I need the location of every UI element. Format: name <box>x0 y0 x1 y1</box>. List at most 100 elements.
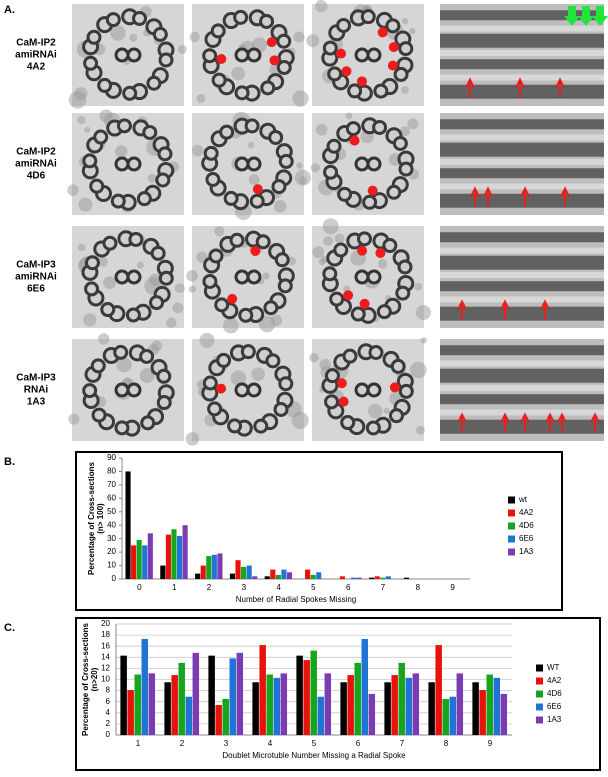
red-arrow <box>590 412 600 433</box>
central-pair <box>126 382 142 398</box>
bar <box>134 674 141 735</box>
y-axis-label: (n> 100) <box>96 503 105 534</box>
bar <box>324 673 332 735</box>
doublet <box>388 408 404 424</box>
doublet <box>211 72 227 88</box>
texture <box>248 174 260 185</box>
bar <box>236 652 244 735</box>
bar <box>310 574 316 579</box>
doublet <box>202 273 218 289</box>
central-pair <box>126 156 142 172</box>
y-tick-label: 90 <box>107 453 116 462</box>
texture <box>114 145 128 158</box>
doublet <box>150 245 166 261</box>
doublet <box>360 9 376 25</box>
doublet <box>324 394 340 410</box>
y-tick-label: 50 <box>107 507 116 516</box>
bar <box>136 540 142 579</box>
doublet <box>234 85 250 101</box>
red-arrow <box>515 77 525 98</box>
legend-label: WT <box>547 663 560 672</box>
y-tick-label: 16 <box>101 641 110 650</box>
row-label: CaM-IP2 <box>16 147 56 158</box>
bar <box>176 535 183 579</box>
red-marker <box>357 245 368 256</box>
red-marker <box>367 185 378 196</box>
doublet <box>140 415 156 431</box>
doublet <box>277 278 293 294</box>
doublet <box>93 129 109 145</box>
texture <box>410 361 427 379</box>
doublet <box>136 191 152 207</box>
doublet <box>102 235 118 251</box>
doublet <box>84 255 100 271</box>
texture <box>186 269 198 282</box>
panel-label: A. <box>4 4 15 16</box>
red-arrow <box>457 412 467 433</box>
red-marker <box>216 54 227 65</box>
legend-label: 4D6 <box>547 689 562 698</box>
bar <box>479 690 486 735</box>
texture <box>110 25 126 41</box>
central-pair <box>234 382 250 398</box>
bar <box>339 576 345 579</box>
y-tick-label: 20 <box>107 547 116 556</box>
red-marker <box>227 293 238 304</box>
texture <box>166 317 177 328</box>
central-pair <box>354 156 370 172</box>
doublet <box>100 302 116 318</box>
bar <box>192 652 200 735</box>
doublet <box>146 75 162 91</box>
texture <box>377 259 388 269</box>
bar <box>316 572 322 579</box>
red-arrow <box>520 412 530 433</box>
central-pair <box>354 382 370 398</box>
row-label: CaM-IP3 <box>16 260 56 271</box>
bar <box>200 565 206 579</box>
central-pair <box>114 269 130 285</box>
red-arrow <box>500 299 510 320</box>
bar <box>141 638 148 735</box>
doublet <box>132 10 148 26</box>
doublet <box>385 18 401 34</box>
legend-label: wt <box>518 495 528 504</box>
texture <box>258 315 276 333</box>
doublet <box>376 304 392 320</box>
doublet <box>114 420 130 436</box>
bar <box>185 696 192 735</box>
doublet <box>223 190 239 206</box>
bar <box>361 638 368 735</box>
doublet <box>249 193 265 209</box>
x-tick-label: 5 <box>312 739 317 748</box>
legend-swatch <box>508 548 515 556</box>
texture <box>247 141 255 149</box>
legend-label: 4D6 <box>519 521 534 530</box>
doublet <box>260 80 276 96</box>
doublet <box>142 124 158 140</box>
y-tick-label: 60 <box>107 493 116 502</box>
band <box>440 247 604 254</box>
row-label: 4D6 <box>27 171 46 182</box>
doublet <box>337 186 353 202</box>
red-arrow <box>560 186 570 207</box>
band <box>440 360 604 367</box>
bar <box>182 525 188 579</box>
texture <box>189 31 200 43</box>
texture <box>67 184 79 196</box>
bar <box>165 534 171 579</box>
band <box>440 345 604 356</box>
texture <box>401 86 409 94</box>
panel-label: C. <box>4 622 15 634</box>
bar <box>211 554 217 579</box>
doublet <box>365 420 381 436</box>
band <box>440 74 604 81</box>
central-pair <box>114 382 130 398</box>
y-tick-label: 14 <box>101 652 110 661</box>
x-tick-label: 3 <box>242 583 247 592</box>
doublet <box>229 232 245 248</box>
bar <box>125 471 131 579</box>
y-tick-label: 6 <box>106 697 111 706</box>
texture <box>214 226 225 237</box>
texture <box>409 27 416 35</box>
